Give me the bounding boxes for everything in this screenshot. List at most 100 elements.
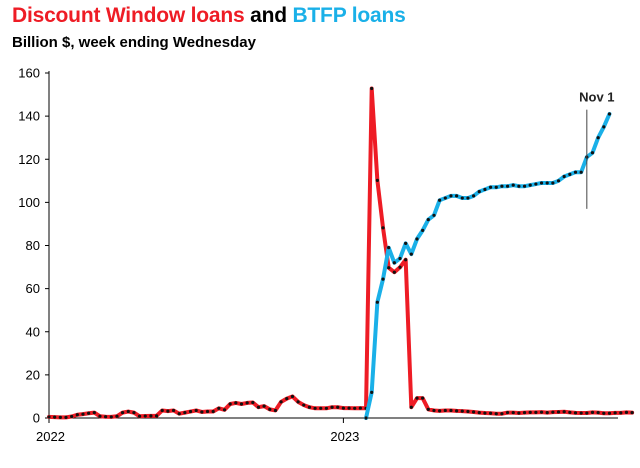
discount-window-point [104,415,108,419]
discount-window-point [81,412,85,416]
btfp-point [415,237,419,241]
btfp-point [449,194,453,198]
discount-window-point [75,413,79,417]
btfp-point [545,181,549,185]
discount-window-point [602,411,606,415]
discount-window-point [313,406,317,410]
discount-window-point [426,407,430,411]
discount-window-point [347,406,351,410]
discount-window-point [438,409,442,413]
discount-window-point [613,411,617,415]
discount-window-point [177,412,181,416]
btfp-point [409,252,413,256]
discount-window-point [200,410,204,414]
discount-window-point [432,408,436,413]
discount-window-point [70,414,74,419]
discount-window-point [279,400,283,404]
discount-window-point [222,408,227,412]
discount-window-point [455,409,459,413]
discount-window-point [500,412,504,416]
discount-window-point [336,405,340,409]
discount-window-point [92,411,96,415]
btfp-point [590,151,595,155]
btfp-point [387,246,391,250]
discount-window-point [245,401,249,405]
discount-window-point [171,408,176,413]
discount-window-point [596,411,600,415]
discount-window-point [460,409,464,413]
discount-window-point [319,406,323,410]
discount-window-point [370,86,374,91]
discount-window-point [234,401,238,405]
btfp-point [505,184,510,188]
discount-window-point [573,411,578,415]
discount-window-point [528,410,532,414]
y-tick-label: 0 [33,411,40,426]
discount-window-point [217,406,221,410]
discount-window-point [115,414,119,418]
discount-window-point [160,408,164,413]
btfp-point [398,256,402,261]
discount-window-point [126,409,130,414]
discount-window-point [579,411,583,415]
discount-window-point [472,410,476,414]
discount-window-point [268,407,272,411]
y-tick-label: 80 [26,238,40,253]
btfp-point [381,277,385,281]
chart-subtitle: Billion $, week ending Wednesday [12,34,256,51]
x-tick-label: 2022 [36,429,65,444]
btfp-point [534,182,538,186]
discount-window-line [47,86,635,420]
y-tick-label: 120 [18,152,40,167]
btfp-point [364,416,368,420]
discount-window-point [87,411,91,415]
discount-window-point [511,411,515,415]
y-tick-label: 20 [26,367,40,382]
discount-window-point [262,404,266,408]
btfp-point [573,170,578,174]
discount-window-point [132,411,136,415]
btfp-point [392,261,396,265]
discount-window-point [556,410,561,414]
title-btfp: BTFP loans [292,4,406,27]
discount-window-point [466,409,470,414]
discount-window-point [64,415,68,419]
discount-window-point [330,405,334,409]
btfp-point [404,241,408,245]
discount-window-point [353,406,357,410]
btfp-point [494,185,498,189]
discount-window-point [183,411,187,415]
y-tick-label: 100 [18,195,40,210]
discount-window-point [256,405,261,409]
discount-window-point [494,412,498,416]
y-tick-label: 40 [26,324,40,339]
btfp-point [579,170,583,174]
discount-window-point [551,410,555,414]
btfp-point [522,184,527,188]
y-tick-label: 160 [18,66,40,81]
btfp-point [426,218,430,222]
annotation-layer: Nov 1 [579,90,615,209]
discount-window-point [477,411,481,415]
discount-window-point [517,411,521,415]
title-and: and [244,4,293,27]
discount-window-point [149,414,153,418]
discount-window-point [539,410,544,414]
btfp-point [551,181,555,185]
btfp-point [539,181,544,185]
btfp-point [477,189,481,194]
discount-window-point [619,411,623,415]
discount-window-point [188,409,193,414]
discount-window-point [143,414,147,418]
btfp-point [556,179,561,183]
btfp-point [511,183,515,187]
discount-window-point [228,402,232,406]
btfp-point [528,183,532,187]
discount-window-point [341,406,345,410]
discount-window-point [166,409,170,413]
discount-window-point [154,414,159,418]
discount-window-point [630,411,634,415]
btfp-point [438,198,442,202]
discount-window-point [545,411,549,415]
